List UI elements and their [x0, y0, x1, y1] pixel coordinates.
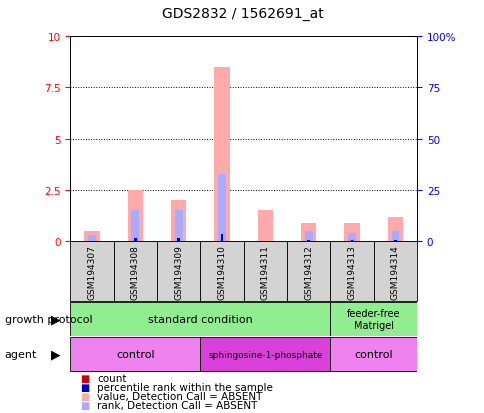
Bar	[391, 231, 398, 242]
Bar	[88, 235, 96, 242]
Text: GSM194312: GSM194312	[303, 244, 313, 299]
Bar	[218, 174, 226, 242]
Text: percentile rank within the sample: percentile rank within the sample	[97, 382, 272, 392]
Bar	[200, 337, 330, 371]
Text: control: control	[354, 349, 392, 359]
Bar	[304, 231, 312, 242]
Text: ▶: ▶	[51, 348, 60, 361]
Bar	[113, 242, 157, 301]
Bar	[214, 68, 229, 242]
Bar	[200, 242, 243, 301]
Bar	[134, 239, 136, 242]
Bar	[91, 241, 93, 242]
Bar	[350, 241, 353, 242]
Bar	[70, 337, 200, 371]
Text: GSM194309: GSM194309	[174, 244, 183, 299]
Bar	[220, 235, 223, 242]
Text: ■: ■	[80, 382, 89, 392]
Bar	[257, 211, 272, 242]
Bar	[387, 217, 402, 242]
Bar	[157, 242, 200, 301]
Bar	[373, 242, 416, 301]
Bar	[330, 337, 416, 371]
Bar	[348, 233, 355, 242]
Bar	[171, 201, 186, 242]
Text: ▶: ▶	[51, 313, 60, 325]
Text: GSM194311: GSM194311	[260, 244, 269, 299]
Bar	[70, 302, 330, 336]
Bar	[344, 223, 359, 242]
Text: GSM194307: GSM194307	[87, 244, 96, 299]
Text: feeder-free
Matrigel: feeder-free Matrigel	[346, 308, 400, 330]
Text: GSM194308: GSM194308	[131, 244, 139, 299]
Text: ■: ■	[80, 373, 89, 383]
Bar	[330, 302, 416, 336]
Text: count: count	[97, 373, 126, 383]
Bar	[174, 211, 182, 242]
Bar	[243, 242, 287, 301]
Bar	[307, 241, 309, 242]
Bar	[70, 242, 113, 301]
Text: ■: ■	[80, 400, 89, 410]
Bar	[127, 190, 143, 242]
Text: GSM194310: GSM194310	[217, 244, 226, 299]
Text: GSM194314: GSM194314	[390, 244, 399, 299]
Bar	[177, 239, 180, 242]
Text: agent: agent	[5, 349, 37, 359]
Text: rank, Detection Call = ABSENT: rank, Detection Call = ABSENT	[97, 400, 257, 410]
Text: growth protocol: growth protocol	[5, 314, 92, 324]
Bar	[131, 211, 139, 242]
Bar	[330, 242, 373, 301]
Text: GDS2832 / 1562691_at: GDS2832 / 1562691_at	[161, 7, 323, 21]
Text: GSM194313: GSM194313	[347, 244, 356, 299]
Bar	[393, 241, 396, 242]
Text: ■: ■	[80, 391, 89, 401]
Text: control: control	[116, 349, 154, 359]
Text: sphingosine-1-phosphate: sphingosine-1-phosphate	[208, 350, 322, 358]
Bar	[287, 242, 330, 301]
Text: standard condition: standard condition	[148, 314, 252, 324]
Bar	[301, 223, 316, 242]
Text: value, Detection Call = ABSENT: value, Detection Call = ABSENT	[97, 391, 262, 401]
Bar	[84, 231, 99, 242]
